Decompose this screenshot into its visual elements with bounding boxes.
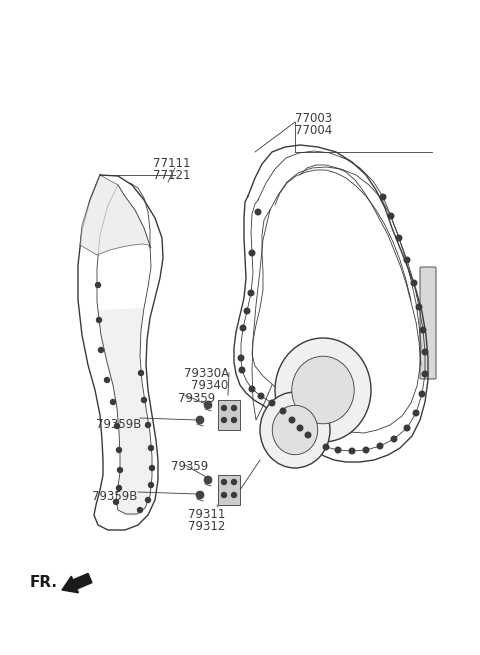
- Circle shape: [323, 444, 329, 450]
- Circle shape: [196, 416, 204, 424]
- Text: 79330A: 79330A: [184, 367, 229, 380]
- Circle shape: [335, 447, 341, 453]
- Text: 77003: 77003: [295, 112, 332, 125]
- Circle shape: [98, 348, 104, 352]
- Circle shape: [96, 282, 100, 288]
- Circle shape: [231, 493, 237, 498]
- Text: 79359: 79359: [171, 460, 208, 473]
- Circle shape: [404, 257, 410, 263]
- Circle shape: [249, 386, 255, 392]
- Circle shape: [118, 468, 122, 472]
- Ellipse shape: [275, 338, 371, 442]
- Circle shape: [139, 371, 144, 375]
- Circle shape: [388, 213, 394, 219]
- Circle shape: [231, 417, 237, 422]
- Polygon shape: [218, 400, 240, 430]
- Circle shape: [422, 371, 428, 377]
- Circle shape: [196, 491, 204, 499]
- Circle shape: [280, 408, 286, 414]
- Circle shape: [239, 367, 245, 373]
- Circle shape: [240, 325, 246, 331]
- Text: 79340: 79340: [191, 379, 228, 392]
- Text: 77111: 77111: [153, 157, 191, 170]
- Circle shape: [411, 280, 417, 286]
- Polygon shape: [80, 175, 151, 255]
- Circle shape: [142, 398, 146, 403]
- Circle shape: [244, 309, 250, 314]
- Circle shape: [377, 443, 383, 449]
- Circle shape: [404, 425, 410, 431]
- Circle shape: [148, 483, 154, 487]
- FancyArrow shape: [62, 573, 92, 593]
- Circle shape: [258, 393, 264, 399]
- Polygon shape: [218, 475, 240, 505]
- Text: 79359B: 79359B: [96, 418, 142, 431]
- Circle shape: [238, 355, 244, 361]
- Circle shape: [396, 235, 402, 241]
- Circle shape: [145, 498, 151, 502]
- Circle shape: [231, 405, 237, 411]
- Text: FR.: FR.: [30, 575, 58, 590]
- Circle shape: [269, 400, 275, 406]
- Circle shape: [221, 479, 227, 485]
- Text: 79359: 79359: [178, 392, 215, 405]
- Circle shape: [380, 194, 386, 200]
- Circle shape: [231, 479, 237, 485]
- Circle shape: [137, 508, 143, 512]
- Circle shape: [391, 436, 397, 442]
- Text: 79311: 79311: [188, 508, 226, 521]
- Polygon shape: [97, 308, 152, 516]
- Circle shape: [145, 422, 151, 428]
- Circle shape: [113, 500, 119, 504]
- Circle shape: [249, 250, 255, 256]
- Circle shape: [420, 328, 426, 333]
- Circle shape: [105, 377, 109, 383]
- Circle shape: [115, 424, 120, 428]
- Text: 79312: 79312: [188, 520, 226, 533]
- Circle shape: [204, 476, 212, 484]
- Circle shape: [204, 401, 212, 409]
- Text: 79359B: 79359B: [92, 490, 137, 503]
- Ellipse shape: [292, 356, 354, 424]
- Circle shape: [221, 405, 227, 411]
- Circle shape: [363, 447, 369, 453]
- Circle shape: [305, 432, 311, 438]
- Circle shape: [117, 447, 121, 453]
- FancyBboxPatch shape: [420, 267, 436, 379]
- Circle shape: [110, 400, 116, 405]
- Text: 77004: 77004: [295, 124, 332, 137]
- Circle shape: [297, 425, 303, 431]
- Circle shape: [422, 349, 428, 355]
- Circle shape: [289, 417, 295, 422]
- Text: 77121: 77121: [153, 169, 191, 182]
- Circle shape: [419, 391, 425, 397]
- Circle shape: [349, 448, 355, 454]
- Circle shape: [255, 209, 261, 215]
- Ellipse shape: [260, 392, 330, 468]
- Circle shape: [148, 445, 154, 451]
- Circle shape: [221, 417, 227, 422]
- Circle shape: [248, 290, 254, 296]
- Circle shape: [221, 493, 227, 498]
- Ellipse shape: [272, 405, 318, 455]
- Circle shape: [149, 466, 155, 470]
- Circle shape: [96, 318, 101, 322]
- Circle shape: [413, 410, 419, 416]
- Circle shape: [117, 485, 121, 491]
- Circle shape: [416, 304, 422, 310]
